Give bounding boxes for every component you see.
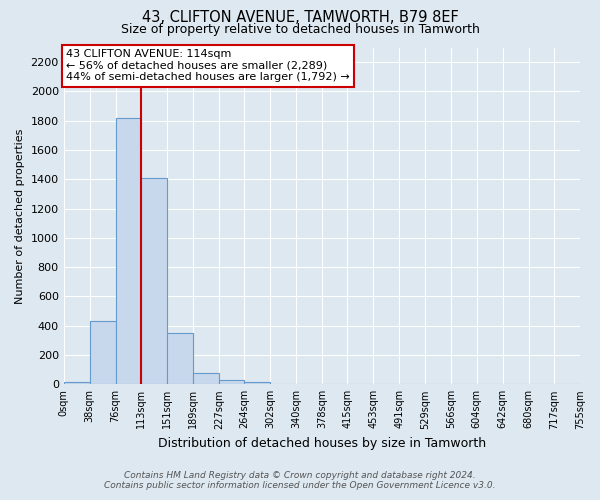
Text: 43 CLIFTON AVENUE: 114sqm
← 56% of detached houses are smaller (2,289)
44% of se: 43 CLIFTON AVENUE: 114sqm ← 56% of detac… [66, 49, 350, 82]
Bar [244, 382, 270, 384]
Text: 43, CLIFTON AVENUE, TAMWORTH, B79 8EF: 43, CLIFTON AVENUE, TAMWORTH, B79 8EF [142, 10, 458, 25]
Text: Size of property relative to detached houses in Tamworth: Size of property relative to detached ho… [121, 22, 479, 36]
Bar [193, 372, 219, 384]
Bar [219, 380, 244, 384]
Y-axis label: Number of detached properties: Number of detached properties [15, 128, 25, 304]
Bar [167, 333, 193, 384]
X-axis label: Distribution of detached houses by size in Tamworth: Distribution of detached houses by size … [158, 437, 486, 450]
Text: Contains HM Land Registry data © Crown copyright and database right 2024.
Contai: Contains HM Land Registry data © Crown c… [104, 470, 496, 490]
Bar [64, 382, 89, 384]
Bar [141, 178, 167, 384]
Bar [116, 118, 141, 384]
Bar [89, 322, 116, 384]
